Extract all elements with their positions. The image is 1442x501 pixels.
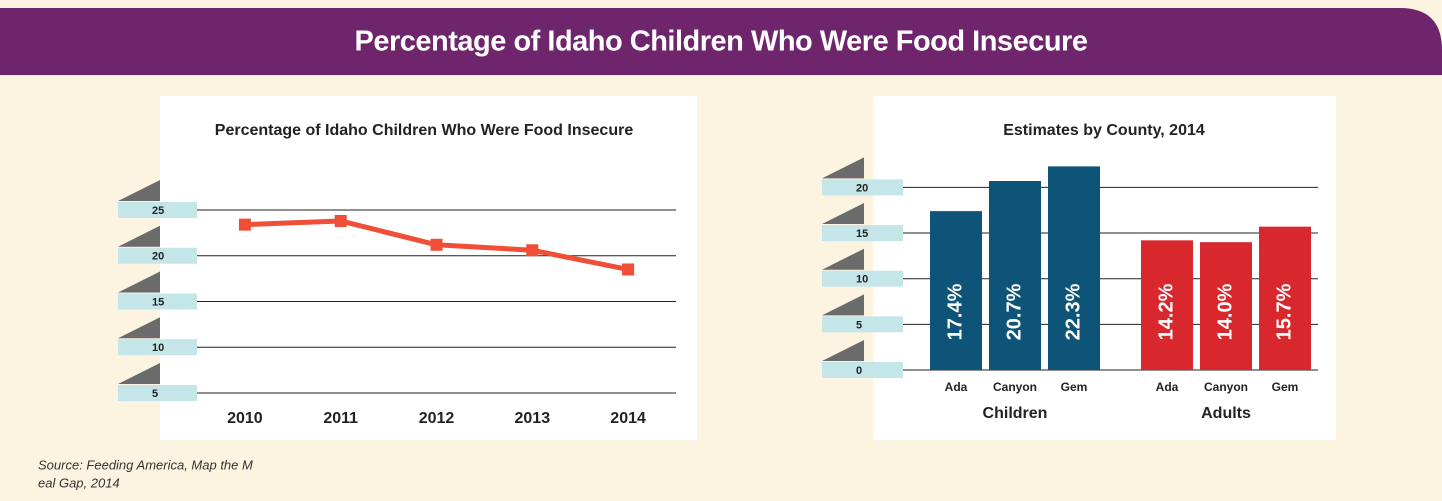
chart-title: Percentage of Idaho Children Who Were Fo… bbox=[215, 122, 634, 139]
y-tick-label: 25 bbox=[152, 205, 164, 217]
tick-decoration bbox=[118, 180, 160, 201]
tick-decoration bbox=[118, 271, 160, 293]
tick-decoration bbox=[118, 317, 160, 339]
left-panel bbox=[160, 96, 697, 440]
bar bbox=[1048, 166, 1100, 370]
x-tick-label: Canyon bbox=[1204, 380, 1248, 394]
tick-decoration bbox=[118, 363, 160, 384]
bar bbox=[989, 181, 1041, 370]
y-tick-label: 0 bbox=[856, 365, 862, 377]
tick-decoration bbox=[822, 294, 864, 316]
value-label: 15.7% bbox=[1273, 283, 1295, 340]
data-point bbox=[622, 263, 635, 276]
y-tick-label: 10 bbox=[856, 274, 868, 286]
tick-box bbox=[118, 339, 197, 356]
tick-box bbox=[118, 202, 197, 218]
bar bbox=[1141, 240, 1193, 370]
tick-box bbox=[822, 179, 903, 196]
chart-title: Estimates by County, 2014 bbox=[1003, 122, 1205, 139]
header-band bbox=[0, 8, 1442, 75]
value-label: 17.4% bbox=[944, 283, 966, 340]
source-note: eal Gap, 2014 bbox=[38, 475, 120, 490]
value-label: 20.7% bbox=[1003, 283, 1025, 340]
data-point bbox=[526, 244, 539, 257]
y-tick-label: 5 bbox=[152, 388, 158, 400]
tick-box bbox=[822, 362, 903, 378]
value-label: 14.0% bbox=[1214, 283, 1236, 340]
tick-box bbox=[822, 225, 903, 242]
x-tick-label: 2012 bbox=[419, 410, 455, 427]
value-label: 14.2% bbox=[1155, 283, 1177, 340]
tick-box bbox=[822, 316, 903, 333]
tick-decoration bbox=[822, 340, 864, 361]
tick-decoration bbox=[822, 248, 864, 270]
y-tick-label: 20 bbox=[152, 251, 164, 263]
header-title: Percentage of Idaho Children Who Were Fo… bbox=[355, 26, 1088, 58]
y-tick-label: 15 bbox=[152, 296, 164, 308]
group-label: Children bbox=[983, 405, 1048, 422]
y-tick-label: 5 bbox=[856, 319, 862, 331]
x-tick-label: Canyon bbox=[993, 380, 1037, 394]
bar bbox=[1259, 226, 1311, 370]
tick-box bbox=[118, 247, 197, 264]
value-label: 22.3% bbox=[1062, 283, 1084, 340]
x-tick-label: Gem bbox=[1061, 380, 1088, 394]
tick-box bbox=[118, 293, 197, 310]
x-tick-label: 2014 bbox=[610, 410, 646, 427]
x-tick-label: 2011 bbox=[323, 410, 358, 427]
x-tick-label: 2013 bbox=[515, 410, 551, 427]
data-point bbox=[238, 218, 251, 231]
bar bbox=[1200, 242, 1252, 370]
x-tick-label: 2010 bbox=[227, 410, 263, 427]
x-tick-label: Ada bbox=[945, 380, 968, 394]
source-note: Source: Feeding America, Map the M bbox=[38, 457, 253, 472]
y-tick-label: 15 bbox=[856, 228, 868, 240]
tick-decoration bbox=[822, 157, 864, 179]
tick-decoration bbox=[118, 225, 160, 247]
tick-box bbox=[118, 385, 197, 401]
y-tick-label: 10 bbox=[152, 342, 164, 354]
bar bbox=[930, 211, 982, 370]
group-label: Adults bbox=[1201, 405, 1251, 422]
x-tick-label: Ada bbox=[1156, 380, 1179, 394]
tick-box bbox=[822, 270, 903, 287]
y-tick-label: 20 bbox=[856, 182, 868, 194]
data-point bbox=[430, 238, 443, 251]
x-tick-label: Gem bbox=[1272, 380, 1299, 394]
tick-decoration bbox=[822, 203, 864, 225]
data-point bbox=[334, 214, 347, 227]
